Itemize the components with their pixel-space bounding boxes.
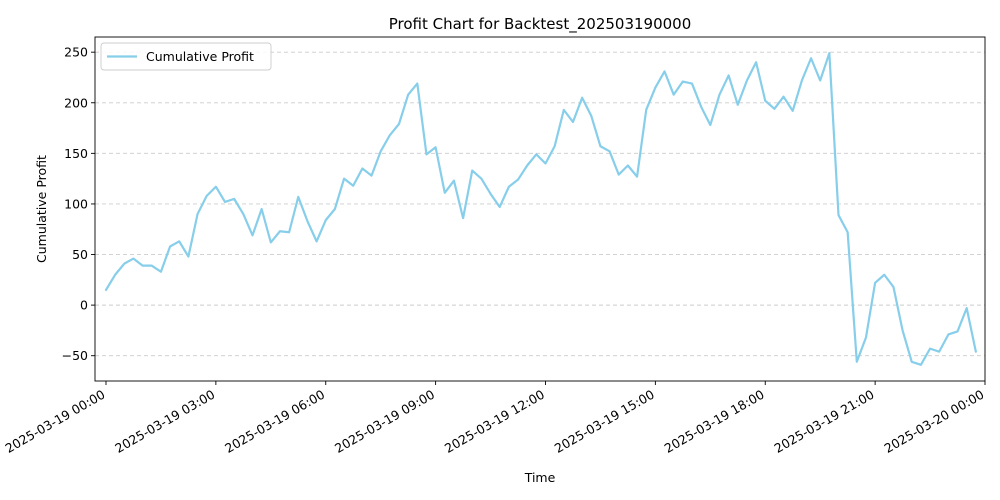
y-axis: −50 0 50 100 150 200 250 — [62, 45, 95, 363]
legend: Cumulative Profit — [100, 42, 272, 71]
y-tick-label: 0 — [80, 298, 88, 313]
y-tick-label: 150 — [64, 146, 88, 161]
x-axis-label: Time — [524, 470, 556, 485]
y-tick-label: 100 — [64, 196, 88, 211]
legend-box — [100, 42, 272, 71]
y-tick-label: 200 — [64, 95, 88, 110]
y-tick-label: −50 — [62, 348, 88, 363]
plot-frame — [94, 36, 986, 382]
legend-label: Cumulative Profit — [146, 49, 254, 64]
cumulative-profit-line — [104, 52, 977, 366]
chart-title: Profit Chart for Backtest_202503190000 — [389, 15, 692, 34]
y-tick-label: 250 — [64, 45, 88, 60]
y-tick-label: 50 — [72, 247, 88, 262]
y-axis-label: Cumulative Profit — [34, 155, 49, 263]
y-gridlines — [95, 51, 985, 357]
